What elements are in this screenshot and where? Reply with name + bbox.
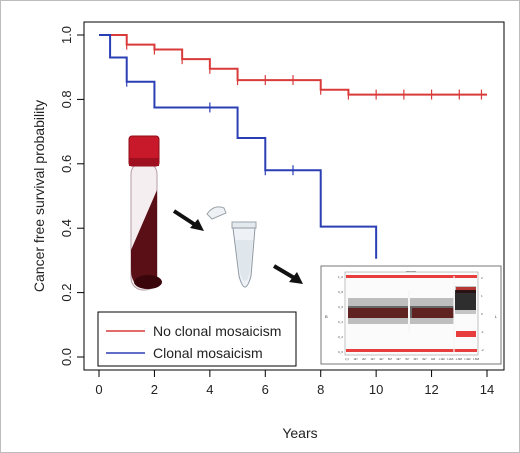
x-tick-label: 8 <box>317 382 324 397</box>
microtube-illustration <box>206 206 257 288</box>
legend-label-no-clonal: No clonal mosaicism <box>153 323 281 339</box>
y-tick-label: 0.0 <box>59 348 74 366</box>
inset-x-tick-label: 1E8 <box>431 358 436 361</box>
x-axis-title: Years <box>282 425 317 441</box>
inset-right-tick-label: 2 <box>481 276 483 280</box>
inset-x-tick-label: 6E7 <box>396 358 401 361</box>
plot-area <box>83 21 505 371</box>
legend: No clonal mosaicism Clonal mosaicism <box>97 311 297 367</box>
inset-x-tick-label: 1.3E8 <box>456 358 463 361</box>
inset-left-tick-label: 1_0 <box>338 275 343 279</box>
snp-array-inset: mmm Chromosome X B L 0_00_20_40_60_81_0 … <box>320 265 502 365</box>
inset-left-ticks: 0_0 0_2 0_4 0_6 0_8 1_0 <box>338 275 343 354</box>
y-tick-label: 1.0 <box>59 26 74 44</box>
x-tick-label: 0 <box>95 382 102 397</box>
inset-left-tick-label: 0_2 <box>338 335 343 339</box>
inset-x-tick-label: 8E7 <box>414 358 419 361</box>
inset-left-tick-label: 0_6 <box>338 305 343 309</box>
legend-label-clonal: Clonal mosaicism <box>153 345 263 361</box>
inset-x-tick-label: 2E7 <box>362 358 367 361</box>
series-line-1 <box>99 34 378 259</box>
inset-left-tick-label: 0_8 <box>338 290 343 294</box>
inset-left-tick-label: 0_0 <box>338 350 343 354</box>
x-tick-label: 14 <box>480 382 494 397</box>
inset-x-tick-label: 1E7 <box>353 358 358 361</box>
blood-tube-illustration <box>128 135 162 291</box>
series-layer <box>99 34 487 259</box>
y-tick-label: 0.6 <box>59 155 74 173</box>
inset-right-axis-label: L <box>495 314 498 319</box>
legend-box <box>97 311 297 367</box>
x-tick-label: 4 <box>206 382 213 397</box>
inset-x-tick-label: 1.1E8 <box>438 358 445 361</box>
arrow-1-icon <box>172 209 204 231</box>
y-tick-label: 0.4 <box>59 219 74 237</box>
inset-x-tick-label: 0_0 <box>345 358 350 361</box>
inset-x-tick-label: 1.2E8 <box>447 358 454 361</box>
inset-x-tick-label: 5E7 <box>388 358 393 361</box>
x-tick-label: 10 <box>369 382 383 397</box>
y-tick-label: 0.8 <box>59 90 74 108</box>
inset-title: mmm <box>406 269 417 274</box>
inset-right-ticks: -2 -1 0 1 2 <box>481 276 484 352</box>
inset-x-ticks: 0_0 1E7 2E7 3E7 4E7 5E7 6E7 7E7 8E7 9E7 1E8 1.1E8 1.… <box>345 358 480 361</box>
arrow-2-icon <box>272 264 303 284</box>
inset-left-tick-label: 0_4 <box>338 320 343 324</box>
inset-right-tick-label: 0 <box>481 312 483 316</box>
inset-x-tick-label: 9E7 <box>422 358 427 361</box>
axes: 0 2 4 6 8 10 12 140.00.20.40.60.81.0 <box>59 26 494 397</box>
inset-x-tick-label: 4E7 <box>379 358 384 361</box>
inset-x-tick-label: 7E7 <box>405 358 410 361</box>
inset-x-tick-label: 1.4E8 <box>464 358 471 361</box>
inset-right-tick-label: -1 <box>481 330 484 334</box>
series-line-0 <box>99 34 487 96</box>
x-tick-label: 6 <box>262 382 269 397</box>
inset-left-axis-label: B <box>325 314 328 319</box>
inset-right-tick-label: 1 <box>481 294 483 298</box>
y-tick-label: 0.2 <box>59 284 74 302</box>
x-tick-label: 12 <box>424 382 438 397</box>
inset-x-tick-label: 3E7 <box>371 358 376 361</box>
inset-right-tick-label: -2 <box>481 348 484 352</box>
x-tick-label: 2 <box>151 382 158 397</box>
inset-x-tick-label: 1.5E8 <box>473 358 480 361</box>
y-axis-title: Cancer free survival probability <box>31 100 47 292</box>
